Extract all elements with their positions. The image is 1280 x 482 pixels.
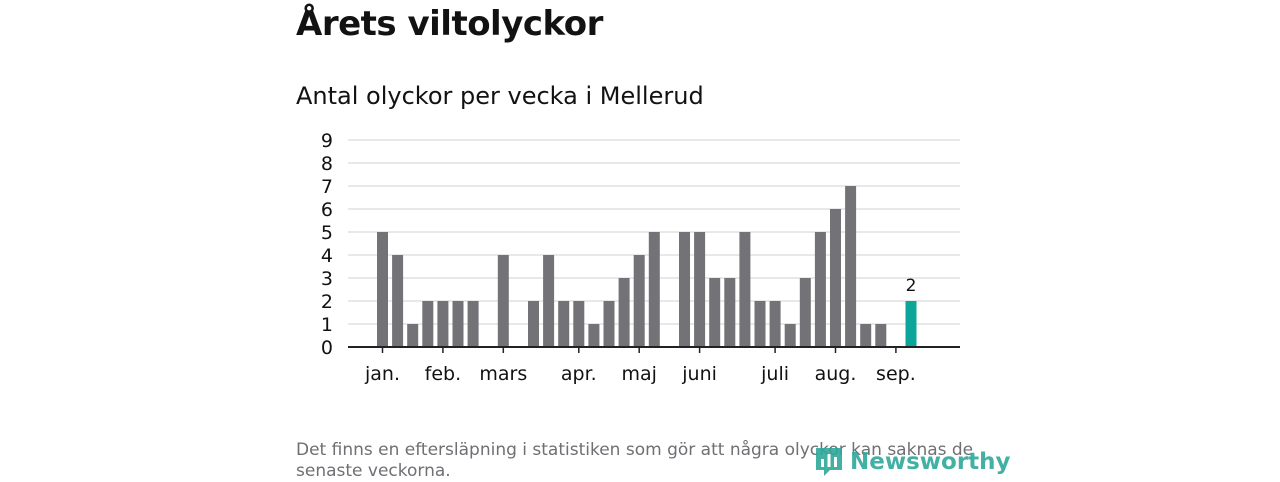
bar [739,232,751,347]
chart-subtitle: Antal olyckor per vecka i Mellerud [296,82,704,110]
bar [799,278,811,347]
x-tick-label: feb. [425,363,461,385]
x-tick-label: jan. [364,363,400,385]
bar [875,324,887,347]
bar [452,301,464,347]
x-tick-label: juli [760,363,789,385]
newsworthy-logo-text: Newsworthy [850,449,1011,475]
chart-title: Årets viltolyckor [296,4,603,44]
bar [543,255,555,347]
x-tick-label: sep. [876,363,916,385]
bar [588,324,600,347]
bar [618,278,630,347]
bar [814,232,826,347]
bar [830,209,841,347]
x-tick-label: maj [621,363,656,385]
y-tick-label: 2 [321,291,333,313]
bar [392,255,404,347]
bar [679,232,690,347]
bar [648,232,660,347]
y-tick-label: 3 [321,268,333,290]
y-tick-label: 8 [321,153,333,175]
bar [528,301,539,347]
x-tick-label: juni [681,363,717,385]
footnote: Det finns en eftersläpning i statistiken… [296,440,974,481]
bar [437,301,449,347]
bar [377,232,388,347]
bar [573,301,585,347]
y-tick-label: 1 [321,314,333,336]
x-tick-label: apr. [561,363,597,385]
bar [497,255,509,347]
x-tick-label: mars [479,363,527,385]
y-tick-label: 9 [321,130,333,152]
bar-highlight [905,301,917,347]
newsworthy-logo: Newsworthy [814,446,1011,478]
bar [769,301,781,347]
y-tick-label: 4 [321,245,333,267]
y-tick-label: 6 [321,199,333,221]
bar [754,301,766,347]
x-tick-label: aug. [815,363,857,385]
bar [422,301,434,347]
bar [724,278,736,347]
y-tick-label: 5 [321,222,333,244]
bar [845,186,857,347]
bar [709,278,721,347]
bar [558,301,570,347]
y-tick-label: 0 [321,337,333,359]
bar [407,324,419,347]
bar [603,301,615,347]
bar [784,324,796,347]
bar [694,232,706,347]
newsworthy-logo-icon [816,448,842,476]
data-label: 2 [906,276,917,296]
y-tick-label: 7 [321,176,333,198]
bar [467,301,479,347]
bar [860,324,872,347]
bar [633,255,645,347]
